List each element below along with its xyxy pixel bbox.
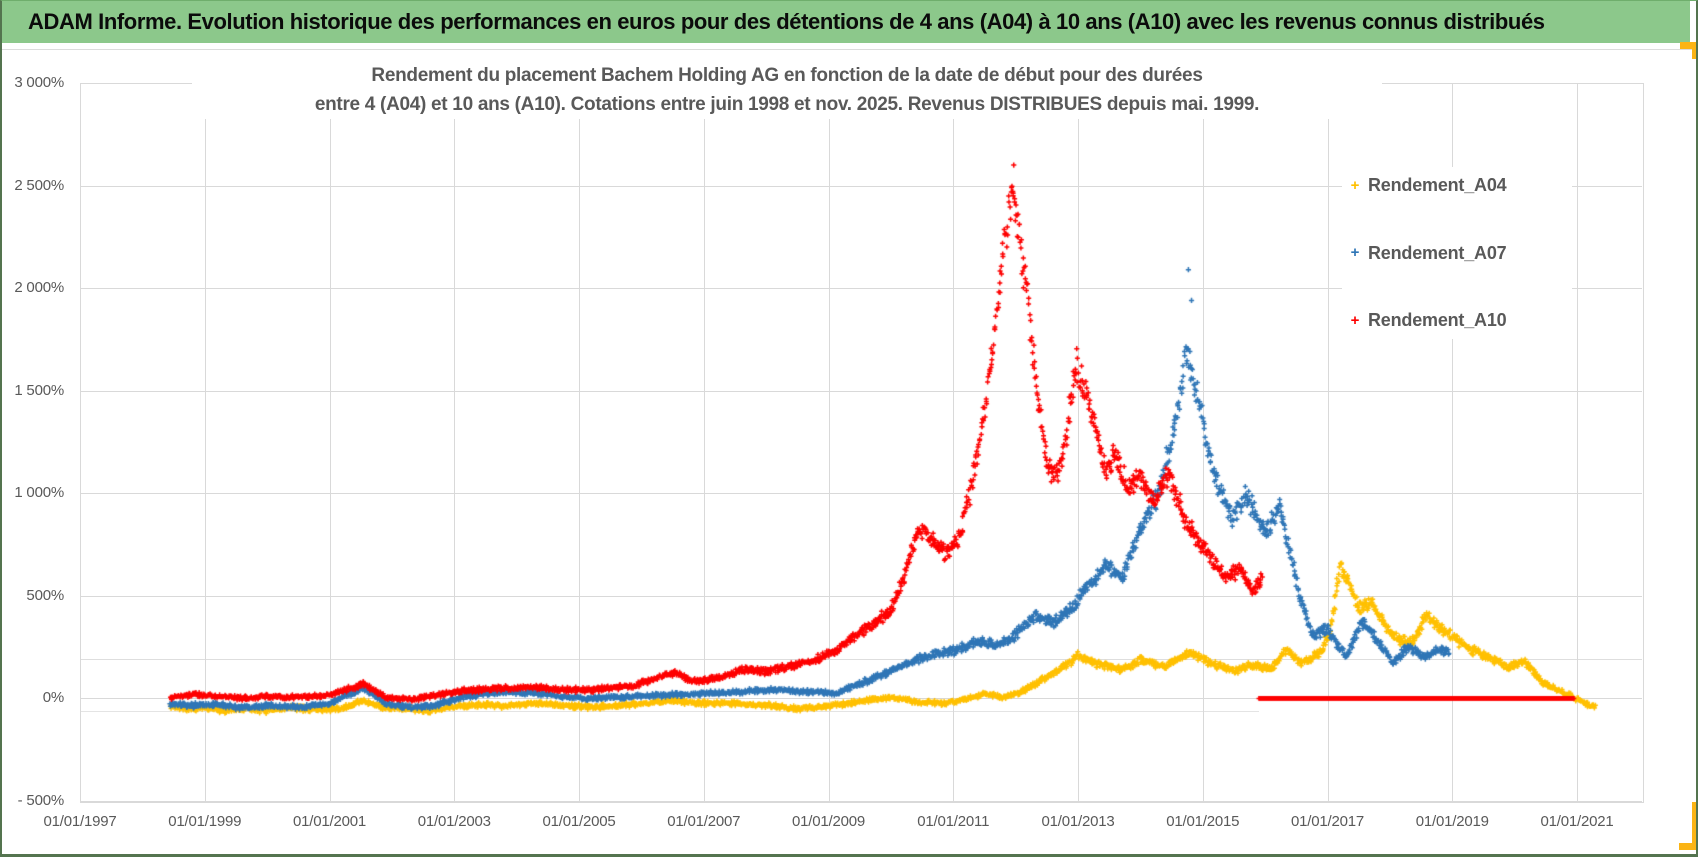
y-tick-label: 3 000% bbox=[14, 73, 64, 91]
legend-item[interactable]: + Rendement_A10 bbox=[1342, 310, 1572, 331]
y-tick-label: 500% bbox=[26, 586, 64, 604]
chart-title-line1: Rendement du placement Bachem Holding AG… bbox=[371, 65, 1203, 86]
x-tick-label: 01/01/2005 bbox=[542, 813, 616, 830]
x-tick-label: 01/01/2015 bbox=[1166, 813, 1240, 830]
legend-item[interactable]: + Rendement_A04 bbox=[1342, 175, 1572, 196]
legend-item[interactable]: + Rendement_A07 bbox=[1342, 243, 1572, 264]
x-tick-label: 01/01/2007 bbox=[667, 813, 741, 830]
chart-title-line2: entre 4 (A04) et 10 ans (A10). Cotations… bbox=[314, 94, 1260, 115]
page-title: ADAM Informe. Evolution historique des p… bbox=[28, 9, 1545, 34]
y-tick-label: 1 500% bbox=[14, 381, 64, 399]
y-tick-label: 2 000% bbox=[14, 279, 64, 297]
selection-corner-bottom-right bbox=[1679, 843, 1696, 850]
header-bar: ADAM Informe. Evolution historique des p… bbox=[2, 1, 1690, 43]
x-tick-label: 01/01/1999 bbox=[168, 813, 242, 830]
selection-corner-top-right bbox=[1680, 42, 1696, 49]
legend-label: Rendement_A10 bbox=[1368, 310, 1507, 330]
legend-label: Rendement_A07 bbox=[1368, 242, 1507, 263]
legend-label: Rendement_A04 bbox=[1368, 175, 1507, 195]
y-tick-label: 1 000% bbox=[14, 484, 64, 502]
y-tick-label: 2 500% bbox=[14, 176, 64, 194]
chart-object[interactable]: Rendement du placement Bachem Holding AG… bbox=[2, 49, 1696, 854]
legend-plus-marker-icon: + bbox=[1350, 311, 1360, 329]
selection-corner-top-right bbox=[1692, 42, 1696, 59]
x-tick-label: 01/01/1997 bbox=[43, 813, 117, 830]
x-tick-label: 01/01/2013 bbox=[1041, 813, 1115, 830]
x-tick-label: 01/01/2011 bbox=[917, 813, 990, 830]
selection-corner-bottom-right bbox=[1692, 802, 1696, 850]
x-tick-label: 01/01/2021 bbox=[1540, 813, 1614, 830]
x-tick-label: 01/01/2003 bbox=[417, 813, 491, 830]
chart-legend: + Rendement_A04 + Rendement_A07 + Rendement_A… bbox=[1342, 167, 1572, 339]
x-tick-label: 01/01/2017 bbox=[1290, 813, 1365, 830]
x-tick-label: 01/01/2001 bbox=[292, 813, 367, 830]
chart-title: Rendement du placement Bachem Holding AG… bbox=[192, 61, 1382, 119]
x-tick-label: 01/01/2019 bbox=[1415, 813, 1489, 830]
legend-plus-marker-icon: + bbox=[1350, 176, 1360, 194]
legend-plus-marker-icon: + bbox=[1350, 244, 1360, 261]
x-tick-label: 01/01/2009 bbox=[791, 813, 866, 830]
y-tick-label: 0% bbox=[42, 689, 64, 707]
y-tick-label: - 500% bbox=[17, 791, 65, 809]
